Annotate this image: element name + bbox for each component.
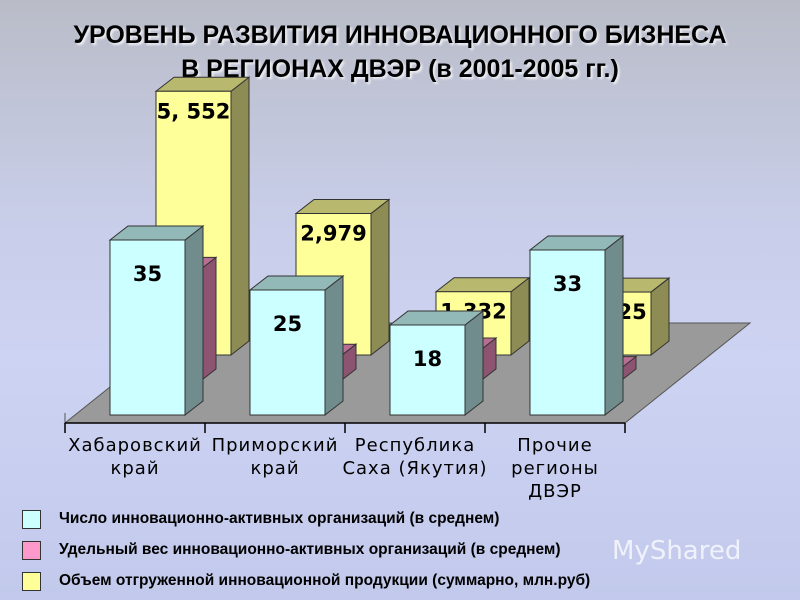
chart-title-line-1: УРОВЕНЬ РАЗВИТИЯ ИННОВАЦИОННОГО БИЗНЕСА — [73, 21, 727, 49]
legend-label: Удельный вес инновационно-активных орган… — [59, 541, 561, 558]
chart-title-line-2: В РЕГИОНАХ ДВЭР (в 2001-2005 гг.) — [181, 55, 619, 83]
bar-s3-c1: 5, 552 — [154, 76, 251, 357]
x-tick-label: Прочие — [517, 435, 592, 456]
bar-s1-c3: 18 — [388, 309, 485, 417]
watermark: MyShared — [612, 536, 742, 566]
data-label: 25 — [273, 312, 302, 336]
data-label: 18 — [413, 347, 442, 371]
chart-title: УРОВЕНЬ РАЗВИТИЯ ИННОВАЦИОННОГО БИЗНЕСА … — [0, 18, 800, 86]
legend-label: Число инновационно-активных организаций … — [59, 510, 500, 527]
x-tick-label: край — [250, 458, 299, 479]
x-tick-label: Республика — [355, 435, 475, 456]
x-tick-label: Саха (Якутия) — [342, 458, 487, 479]
bar-s1-c1: 35 — [108, 224, 205, 417]
x-tick-label: регионы — [511, 458, 599, 479]
x-tick-label: край — [110, 458, 159, 479]
data-label: 35 — [133, 262, 162, 286]
legend-swatch — [22, 540, 41, 560]
legend-item: Объем отгруженной инновационной продукци… — [22, 570, 590, 592]
legend-swatch — [22, 571, 41, 591]
x-tick-label: Хабаровский — [68, 435, 202, 456]
legend-item: Число инновационно-активных организаций … — [22, 508, 499, 530]
legend-swatch — [22, 509, 41, 529]
x-tick-label: Приморский — [212, 435, 339, 456]
x-tick-label: ДВЭР — [528, 481, 582, 502]
legend-item: Удельный вес инновационно-активных орган… — [22, 539, 561, 561]
data-label: 2,979 — [300, 221, 366, 245]
bar-s1-c2: 25 — [248, 274, 345, 417]
data-label: 33 — [553, 272, 582, 296]
legend-label: Объем отгруженной инновационной продукци… — [59, 572, 591, 589]
data-label: 5, 552 — [157, 99, 231, 123]
bar-s1-c4: 33 — [528, 234, 625, 417]
